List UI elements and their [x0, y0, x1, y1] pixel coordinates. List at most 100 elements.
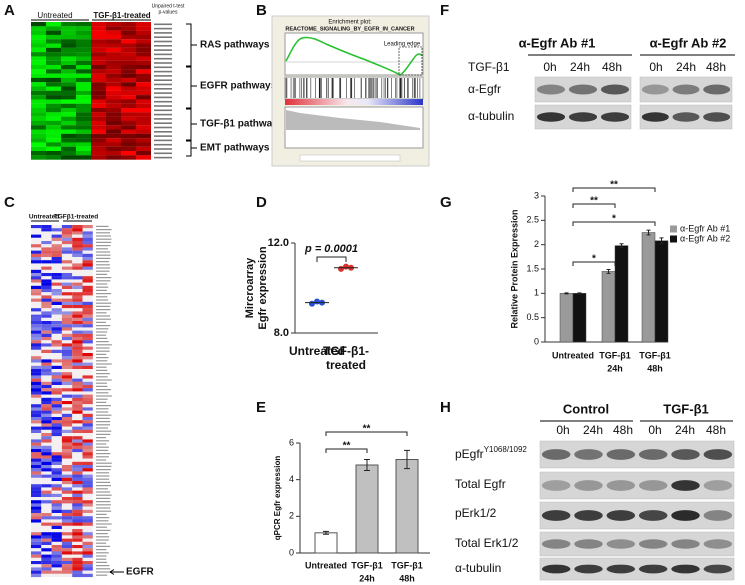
- gene-placeholder: [96, 443, 107, 445]
- band: [703, 539, 733, 549]
- heat-cell: [41, 445, 52, 450]
- gene-placeholder: [96, 261, 110, 263]
- heat-cell: [51, 564, 62, 568]
- gene-placeholder: [96, 241, 112, 243]
- heat-cell: [61, 237, 73, 242]
- heat-cell: [31, 449, 42, 453]
- heat-cell: [51, 417, 62, 421]
- heat-cell: [31, 133, 46, 139]
- heat-cell: [51, 314, 62, 318]
- heat-cell: [76, 47, 91, 53]
- gene-placeholder: [96, 417, 110, 419]
- gene-placeholder: [96, 389, 112, 391]
- gene-placeholder: [96, 267, 111, 269]
- heat-cell: [72, 282, 83, 286]
- heat-cell: [82, 564, 93, 568]
- gene-placeholder: [96, 405, 111, 407]
- error-bar: [364, 459, 370, 471]
- gene-placeholder: [96, 542, 107, 544]
- heat-cell: [31, 519, 42, 523]
- heat-cell: [72, 266, 83, 270]
- heat-cell: [41, 455, 52, 459]
- heat-cell: [91, 90, 106, 96]
- gene-placeholder: [96, 245, 111, 247]
- heat-cell: [46, 77, 61, 83]
- heat-cell: [76, 73, 91, 78]
- heat-cell: [31, 468, 42, 472]
- heat-cell: [31, 513, 42, 517]
- heat-cell: [31, 129, 46, 134]
- heat-cell: [72, 420, 83, 424]
- heat-cell: [51, 525, 62, 530]
- heat-cell: [61, 116, 76, 121]
- heat-cell: [76, 52, 91, 57]
- heat-cell: [41, 276, 52, 280]
- heat-cell: [82, 407, 93, 411]
- pvalue-placeholder: [154, 53, 172, 56]
- band: [568, 112, 598, 122]
- heat-cell: [82, 362, 93, 366]
- heat-cell: [61, 356, 73, 360]
- x-tick-label: Untreated: [552, 350, 594, 360]
- gene-placeholder: [96, 513, 107, 515]
- heat-cell: [31, 279, 42, 283]
- band: [600, 84, 630, 95]
- heat-cell: [72, 417, 83, 421]
- heat-cell: [136, 73, 151, 78]
- heat-cell: [31, 333, 42, 338]
- heat-cell: [82, 279, 93, 283]
- heat-cell: [72, 541, 83, 546]
- y-tick-label: 1: [534, 288, 539, 298]
- legend-swatch: [670, 225, 677, 233]
- heat-cell: [106, 108, 121, 113]
- heat-cell: [31, 142, 46, 147]
- heat-cell: [61, 69, 76, 74]
- heat-cell: [51, 522, 62, 526]
- pvalue-placeholder: [154, 32, 172, 34]
- heat-cell: [41, 525, 52, 530]
- heat-cell: [46, 82, 61, 87]
- heat-cell: [51, 231, 62, 235]
- heat-cell: [121, 65, 136, 70]
- heat-cell: [31, 241, 42, 245]
- heat-cell: [121, 116, 136, 121]
- heat-cell: [41, 513, 52, 517]
- heat-cell: [41, 417, 52, 421]
- heat-cell: [136, 90, 151, 96]
- heat-cell: [41, 477, 52, 482]
- heat-cell: [91, 73, 106, 78]
- heat-cell: [61, 493, 73, 498]
- heat-cell: [31, 234, 42, 238]
- heat-cell: [41, 522, 52, 526]
- heat-cell: [51, 397, 62, 402]
- heat-cell: [61, 452, 73, 456]
- gene-placeholder: [96, 469, 111, 471]
- y-axis-label: Egfr expression: [257, 246, 269, 329]
- heat-cell: [61, 253, 73, 258]
- gene-placeholder: [96, 507, 111, 509]
- gene-placeholder: [96, 341, 109, 343]
- heat-cell: [31, 311, 42, 315]
- heat-cell: [106, 47, 121, 53]
- gene-placeholder: [96, 328, 109, 330]
- gene-placeholder: [96, 504, 111, 506]
- heat-cell: [106, 95, 121, 100]
- heat-cell: [72, 545, 83, 549]
- heat-cell: [72, 228, 83, 232]
- heat-cell: [61, 151, 76, 156]
- heat-cell: [31, 39, 46, 44]
- heat-cell: [61, 458, 73, 462]
- heat-cell: [72, 449, 83, 453]
- band: [606, 449, 636, 460]
- heat-cell: [31, 314, 42, 318]
- heat-cell: [31, 493, 42, 498]
- heat-cell: [72, 465, 83, 469]
- band: [606, 480, 636, 491]
- heat-cell: [41, 503, 52, 507]
- heat-cell: [31, 30, 46, 35]
- heat-cell: [91, 65, 106, 70]
- heat-cell: [31, 356, 42, 360]
- heat-cell: [72, 337, 83, 341]
- gene-placeholder: [96, 475, 110, 477]
- heat-cell: [51, 241, 62, 245]
